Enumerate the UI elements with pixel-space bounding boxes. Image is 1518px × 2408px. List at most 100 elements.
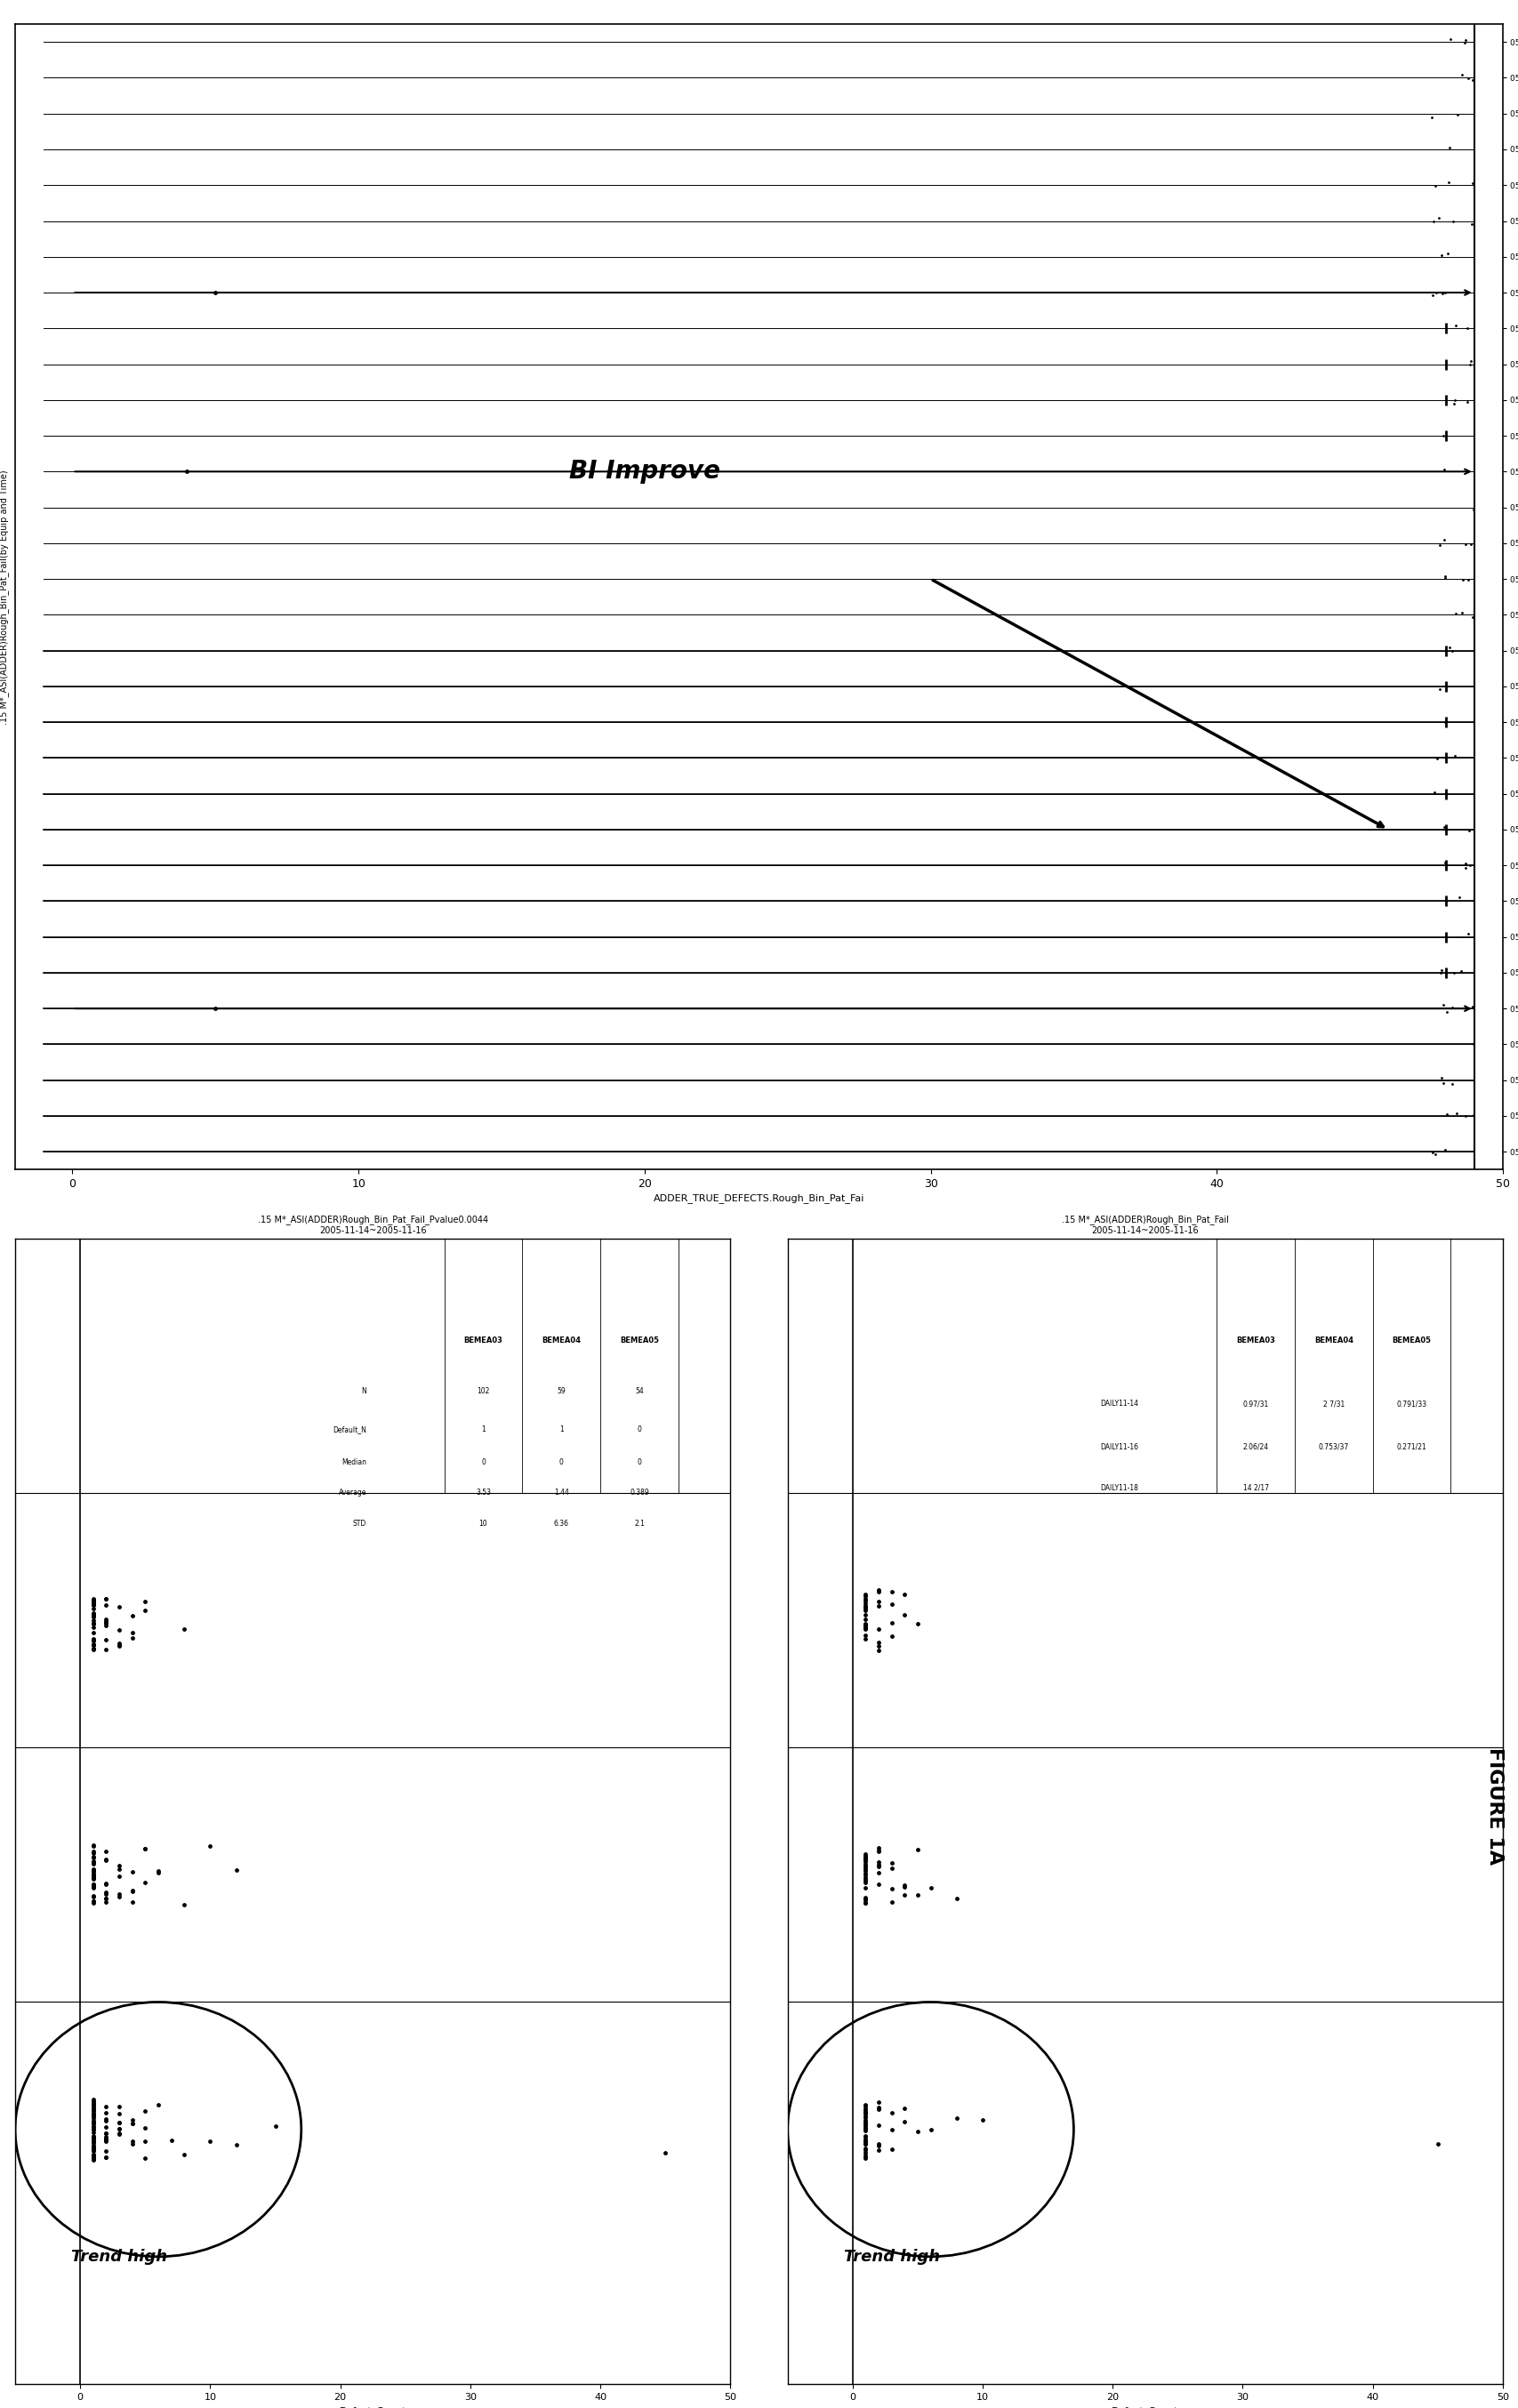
Point: [867, 1625, 891, 1664]
Point: [108, 1587, 132, 1625]
Point: [80, 1597, 105, 1635]
Text: DAILY11-16: DAILY11-16: [1101, 1442, 1138, 1452]
Point: [172, 1611, 196, 1649]
Point: [80, 2109, 105, 2148]
Text: 0.753/37: 0.753/37: [1319, 1442, 1350, 1452]
Point: [853, 1606, 877, 1645]
Point: [893, 1597, 917, 1635]
Point: [94, 2093, 118, 2131]
Point: [108, 2095, 132, 2133]
Point: [80, 2090, 105, 2129]
Text: 1.44: 1.44: [554, 1488, 569, 1498]
Point: [853, 2102, 877, 2141]
Point: [893, 1876, 917, 1914]
Point: [80, 1854, 105, 1893]
Point: [80, 1604, 105, 1642]
Point: [94, 2131, 118, 2170]
Point: [80, 1883, 105, 1922]
Point: [918, 1869, 943, 1907]
Point: [80, 1854, 105, 1893]
Point: [80, 2095, 105, 2133]
Point: [94, 1864, 118, 1902]
Text: BEMEA04: BEMEA04: [542, 1336, 581, 1344]
Point: [94, 2102, 118, 2141]
Point: [853, 1859, 877, 1898]
Point: [867, 1630, 891, 1669]
Point: [80, 2102, 105, 2141]
Point: [80, 2102, 105, 2141]
Text: BEMEA03: BEMEA03: [465, 1336, 502, 1344]
Point: [867, 2126, 891, 2165]
Point: [80, 1866, 105, 1905]
Point: [853, 1859, 877, 1898]
Point: [108, 1628, 132, 1666]
Point: [80, 1584, 105, 1623]
Point: [120, 2105, 144, 2143]
Point: [120, 2100, 144, 2138]
Point: [80, 1630, 105, 1669]
Point: [108, 1611, 132, 1649]
Point: [853, 2133, 877, 2172]
Point: [853, 1883, 877, 1922]
Text: 0: 0: [559, 1459, 563, 1466]
Text: BEMEA03: BEMEA03: [1236, 1336, 1275, 1344]
Point: [146, 2085, 170, 2124]
Point: [853, 1584, 877, 1623]
Point: [853, 1835, 877, 1873]
Point: [80, 2131, 105, 2170]
Point: [80, 2117, 105, 2155]
Point: [853, 1842, 877, 1881]
Point: [80, 1601, 105, 1640]
Point: [80, 2124, 105, 2162]
Point: [853, 2093, 877, 2131]
Point: [853, 1864, 877, 1902]
Point: [225, 1852, 249, 1890]
Point: [653, 2133, 677, 2172]
Point: [853, 2136, 877, 2174]
Point: [94, 2121, 118, 2160]
Point: [853, 1840, 877, 1878]
Text: 10: 10: [480, 1519, 487, 1527]
Point: [867, 1832, 891, 1871]
Point: [80, 2095, 105, 2133]
Text: BEMEA05: BEMEA05: [1392, 1336, 1431, 1344]
Point: [80, 1857, 105, 1895]
Point: [867, 2131, 891, 2170]
Point: [879, 1604, 903, 1642]
Point: [94, 1587, 118, 1625]
Point: [879, 2093, 903, 2131]
Point: [94, 1601, 118, 1640]
Point: [853, 2124, 877, 2162]
Text: N: N: [361, 1387, 366, 1394]
Point: [867, 1572, 891, 1611]
Point: [120, 1618, 144, 1657]
Point: [853, 2124, 877, 2162]
Point: [94, 1630, 118, 1669]
Point: [108, 1878, 132, 1917]
Point: [134, 2121, 158, 2160]
Point: [80, 2090, 105, 2129]
Point: [906, 1604, 931, 1642]
Point: [853, 1837, 877, 1876]
Point: [80, 2102, 105, 2141]
Point: [853, 1604, 877, 1642]
Point: [80, 1849, 105, 1888]
Text: 2.1: 2.1: [635, 1519, 645, 1527]
Point: [120, 1852, 144, 1890]
Point: [893, 1575, 917, 1613]
Point: [146, 1852, 170, 1890]
Point: [893, 2090, 917, 2129]
Point: [80, 1845, 105, 1883]
Point: [120, 1883, 144, 1922]
Text: 0.97/31: 0.97/31: [1243, 1399, 1269, 1409]
Point: [80, 1594, 105, 1633]
Point: [172, 2136, 196, 2174]
Text: 6.36: 6.36: [554, 1519, 569, 1527]
Point: [853, 1597, 877, 1635]
Point: [853, 1609, 877, 1647]
Point: [80, 1597, 105, 1635]
Point: [893, 1866, 917, 1905]
Point: [853, 1580, 877, 1618]
Point: [853, 2117, 877, 2155]
Point: [80, 2119, 105, 2158]
